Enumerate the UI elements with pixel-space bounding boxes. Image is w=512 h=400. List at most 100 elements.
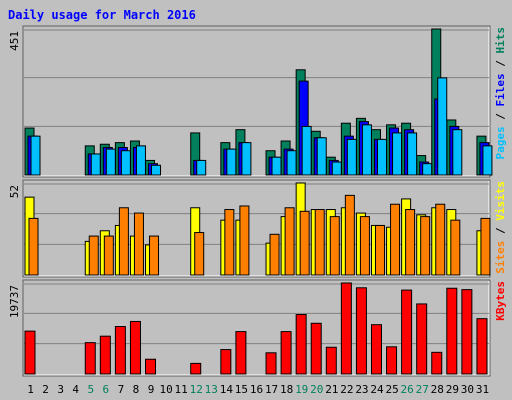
x-tick-label: 24 (370, 383, 384, 396)
x-tick-label: 17 (265, 383, 278, 396)
chart-panels: 451 Pages / Files / Hits 52 Sites / Visits 1… (8, 25, 507, 377)
x-tick-label: 23 (355, 383, 368, 396)
bar-kbytes (129, 320, 141, 375)
bar-sites (269, 233, 280, 276)
bar-kbytes (220, 349, 232, 375)
legend-entry: Pages (494, 126, 507, 159)
x-tick-label: 27 (416, 383, 429, 396)
legend-entry: Files (494, 73, 507, 106)
bar-kbytes (295, 314, 307, 375)
bar-pages (196, 159, 207, 176)
x-tick-label: 28 (431, 383, 444, 396)
bar-pages (361, 124, 372, 176)
bar-sites (374, 224, 385, 276)
panel-legend: Sites / Visits (494, 181, 507, 274)
bar-kbytes (235, 331, 247, 375)
bar-kbytes (431, 351, 443, 375)
x-tick-label: 26 (401, 383, 414, 396)
bar-kbytes (401, 289, 413, 375)
x-tick-label: 18 (280, 383, 293, 396)
bar-kbytes (114, 326, 126, 375)
bar-kbytes (476, 318, 488, 375)
bar-pages (301, 125, 312, 176)
bar-pages (30, 135, 41, 176)
bar-pages (422, 163, 433, 176)
bar-kbytes (145, 358, 157, 375)
legend-entry: / (494, 107, 507, 127)
panel-1: 451 Pages / Files / Hits (8, 25, 507, 178)
x-tick-label: 25 (385, 383, 398, 396)
panel-legend: Pages / Files / Hits (494, 27, 507, 160)
bar-pages (151, 164, 162, 176)
bar-kbytes (416, 303, 428, 375)
bar-pages (105, 148, 116, 176)
bar-sites (299, 210, 310, 276)
bar-pages (90, 153, 101, 176)
bar-pages (482, 145, 493, 176)
bar-sites (435, 203, 446, 276)
bar-pages (135, 145, 146, 176)
bar-pages (437, 77, 448, 176)
bar-pages (376, 138, 387, 176)
panel-legend: KBytes (494, 281, 507, 321)
x-tick-label: 12 (190, 383, 203, 396)
bar-sites (329, 216, 340, 276)
bar-pages (316, 137, 327, 176)
x-tick-label: 1 (27, 383, 34, 396)
bar-pages (407, 132, 418, 176)
bar-sites (359, 216, 370, 276)
bar-sites (194, 232, 205, 276)
bar-kbytes (99, 335, 111, 375)
x-tick-label: 3 (57, 383, 64, 396)
panel-3: 19737 KBytes (8, 279, 507, 377)
bar-sites (149, 235, 160, 276)
x-tick-label: 30 (461, 383, 474, 396)
bar-sites (224, 209, 235, 276)
bar-kbytes (355, 287, 367, 375)
bar-sites (28, 217, 39, 276)
bar-kbytes (310, 322, 322, 375)
bar-sites (420, 216, 431, 276)
x-tick-label: 8 (133, 383, 140, 396)
bar-pages (331, 161, 342, 176)
x-tick-label: 14 (220, 383, 234, 396)
bar-kbytes (446, 287, 458, 375)
bar-sites (405, 209, 416, 276)
bar-sites (88, 235, 99, 276)
bar-sites (133, 212, 144, 276)
bar-pages (392, 132, 403, 176)
legend-entry: Sites (494, 241, 507, 274)
bar-kbytes (370, 324, 382, 375)
bar-kbytes (461, 289, 473, 375)
bar-kbytes (280, 331, 292, 375)
x-tick-label: 5 (87, 383, 94, 396)
bar-kbytes (265, 352, 277, 375)
panel-max-label: 52 (8, 185, 21, 198)
bar-kbytes (84, 342, 96, 375)
x-tick-label: 4 (72, 383, 79, 396)
x-tick-label: 15 (235, 383, 248, 396)
legend-entry: Visits (494, 181, 507, 221)
panel-2: 52 Sites / Visits (8, 179, 507, 278)
legend-entry: / (494, 221, 507, 241)
bar-sites (284, 207, 295, 276)
x-tick-label: 2 (42, 383, 49, 396)
bar-kbytes (340, 282, 352, 375)
bar-kbytes (24, 330, 36, 375)
x-tick-label: 20 (310, 383, 323, 396)
bar-kbytes (325, 346, 337, 375)
bar-sites (239, 205, 250, 276)
bar-pages (226, 148, 237, 176)
bar-kbytes (386, 346, 398, 375)
x-tick-label: 13 (205, 383, 218, 396)
panel-max-label: 19737 (8, 285, 21, 318)
bar-pages (120, 150, 131, 176)
bar-pages (346, 138, 357, 176)
x-axis-day-labels: 1 2 3 4 5 6 7 8 9 10 11 12 13 14 15 16 17 18 19 20 21 22 23 24 2… (27, 383, 489, 396)
chart-title: Daily usage for March 2016 (8, 8, 196, 22)
legend-entry: / (494, 54, 507, 74)
x-tick-label: 19 (295, 383, 308, 396)
legend-entry: Hits (494, 27, 507, 54)
legend-entry: KBytes (494, 281, 507, 321)
